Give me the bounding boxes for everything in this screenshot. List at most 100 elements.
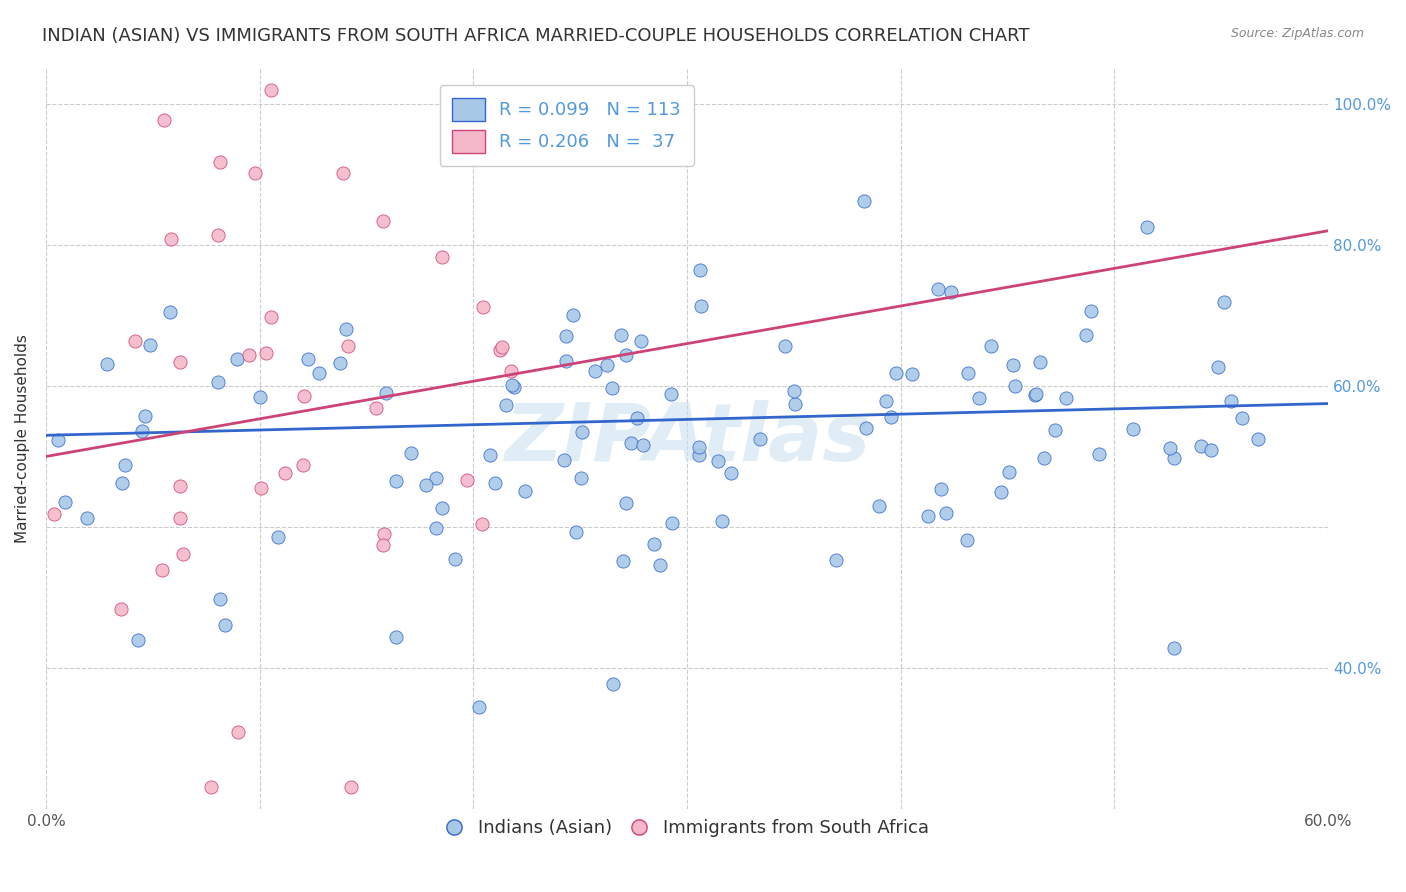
Point (425, 521, 447, 535)
Point (880, 409, 903, 424)
Point (484, 476, 506, 491)
Point (749, 432, 772, 446)
Point (432, 501, 454, 516)
Point (707, 454, 730, 468)
Point (1206, 359, 1229, 374)
Point (868, 499, 890, 513)
Point (110, 602, 132, 616)
Point (1159, 441, 1181, 455)
Point (335, 322, 357, 336)
Point (111, 475, 134, 490)
Point (501, 378, 523, 392)
Point (385, 630, 408, 644)
Point (596, 359, 619, 373)
Point (292, 389, 315, 403)
Point (600, 381, 623, 395)
Point (980, 339, 1002, 353)
Point (337, 339, 360, 353)
Point (783, 384, 806, 399)
Point (620, 436, 643, 450)
Point (297, 352, 319, 367)
Point (884, 366, 907, 380)
Point (1001, 358, 1024, 372)
Point (513, 484, 536, 499)
Point (488, 343, 510, 357)
Point (571, 425, 593, 440)
Point (366, 401, 388, 416)
Point (633, 437, 655, 451)
Point (243, 166, 266, 180)
Point (254, 346, 277, 360)
Point (773, 338, 796, 352)
Point (169, 355, 191, 369)
Point (1232, 411, 1254, 425)
Point (1189, 439, 1212, 453)
Point (783, 397, 806, 411)
Point (929, 482, 952, 496)
Point (956, 533, 979, 547)
Point (688, 448, 710, 462)
Point (626, 410, 648, 425)
Point (967, 391, 990, 405)
Point (710, 514, 733, 528)
Point (273, 466, 295, 480)
Point (425, 471, 447, 485)
Point (207, 227, 229, 242)
Point (957, 366, 980, 380)
Point (917, 509, 939, 524)
Point (553, 452, 575, 467)
Point (159, 305, 181, 319)
Point (131, 424, 153, 438)
Point (260, 83, 283, 97)
Point (1004, 379, 1026, 393)
Point (661, 516, 683, 531)
Point (659, 387, 682, 401)
Point (927, 282, 949, 296)
Point (444, 552, 467, 566)
Point (853, 194, 876, 209)
Point (172, 547, 194, 561)
Point (169, 511, 191, 525)
Point (689, 263, 711, 277)
Point (555, 328, 578, 343)
Point (941, 285, 963, 299)
Point (690, 299, 713, 313)
Point (48, 433, 70, 447)
Point (503, 380, 526, 394)
Point (1219, 393, 1241, 408)
Point (472, 300, 495, 314)
Point (430, 250, 453, 264)
Point (200, 780, 222, 795)
Point (134, 409, 156, 423)
Point (688, 440, 710, 454)
Point (399, 446, 422, 460)
Point (238, 348, 260, 362)
Point (1163, 451, 1185, 466)
Point (1054, 391, 1077, 405)
Point (114, 458, 136, 472)
Point (569, 471, 592, 485)
Point (1163, 640, 1185, 655)
Point (990, 485, 1012, 500)
Point (249, 391, 271, 405)
Point (1045, 423, 1067, 437)
Point (471, 516, 494, 531)
Point (332, 166, 354, 180)
Point (371, 538, 394, 552)
Point (208, 154, 231, 169)
Point (630, 334, 652, 348)
Point (207, 375, 229, 389)
Point (260, 310, 283, 324)
Point (610, 327, 633, 342)
Point (385, 474, 408, 488)
Point (371, 214, 394, 228)
Point (602, 676, 624, 690)
Point (169, 479, 191, 493)
Point (415, 478, 437, 492)
Point (250, 481, 273, 495)
Point (901, 367, 924, 381)
Point (308, 366, 330, 380)
Point (55, 495, 77, 509)
Point (501, 364, 523, 378)
Point (153, 113, 176, 128)
